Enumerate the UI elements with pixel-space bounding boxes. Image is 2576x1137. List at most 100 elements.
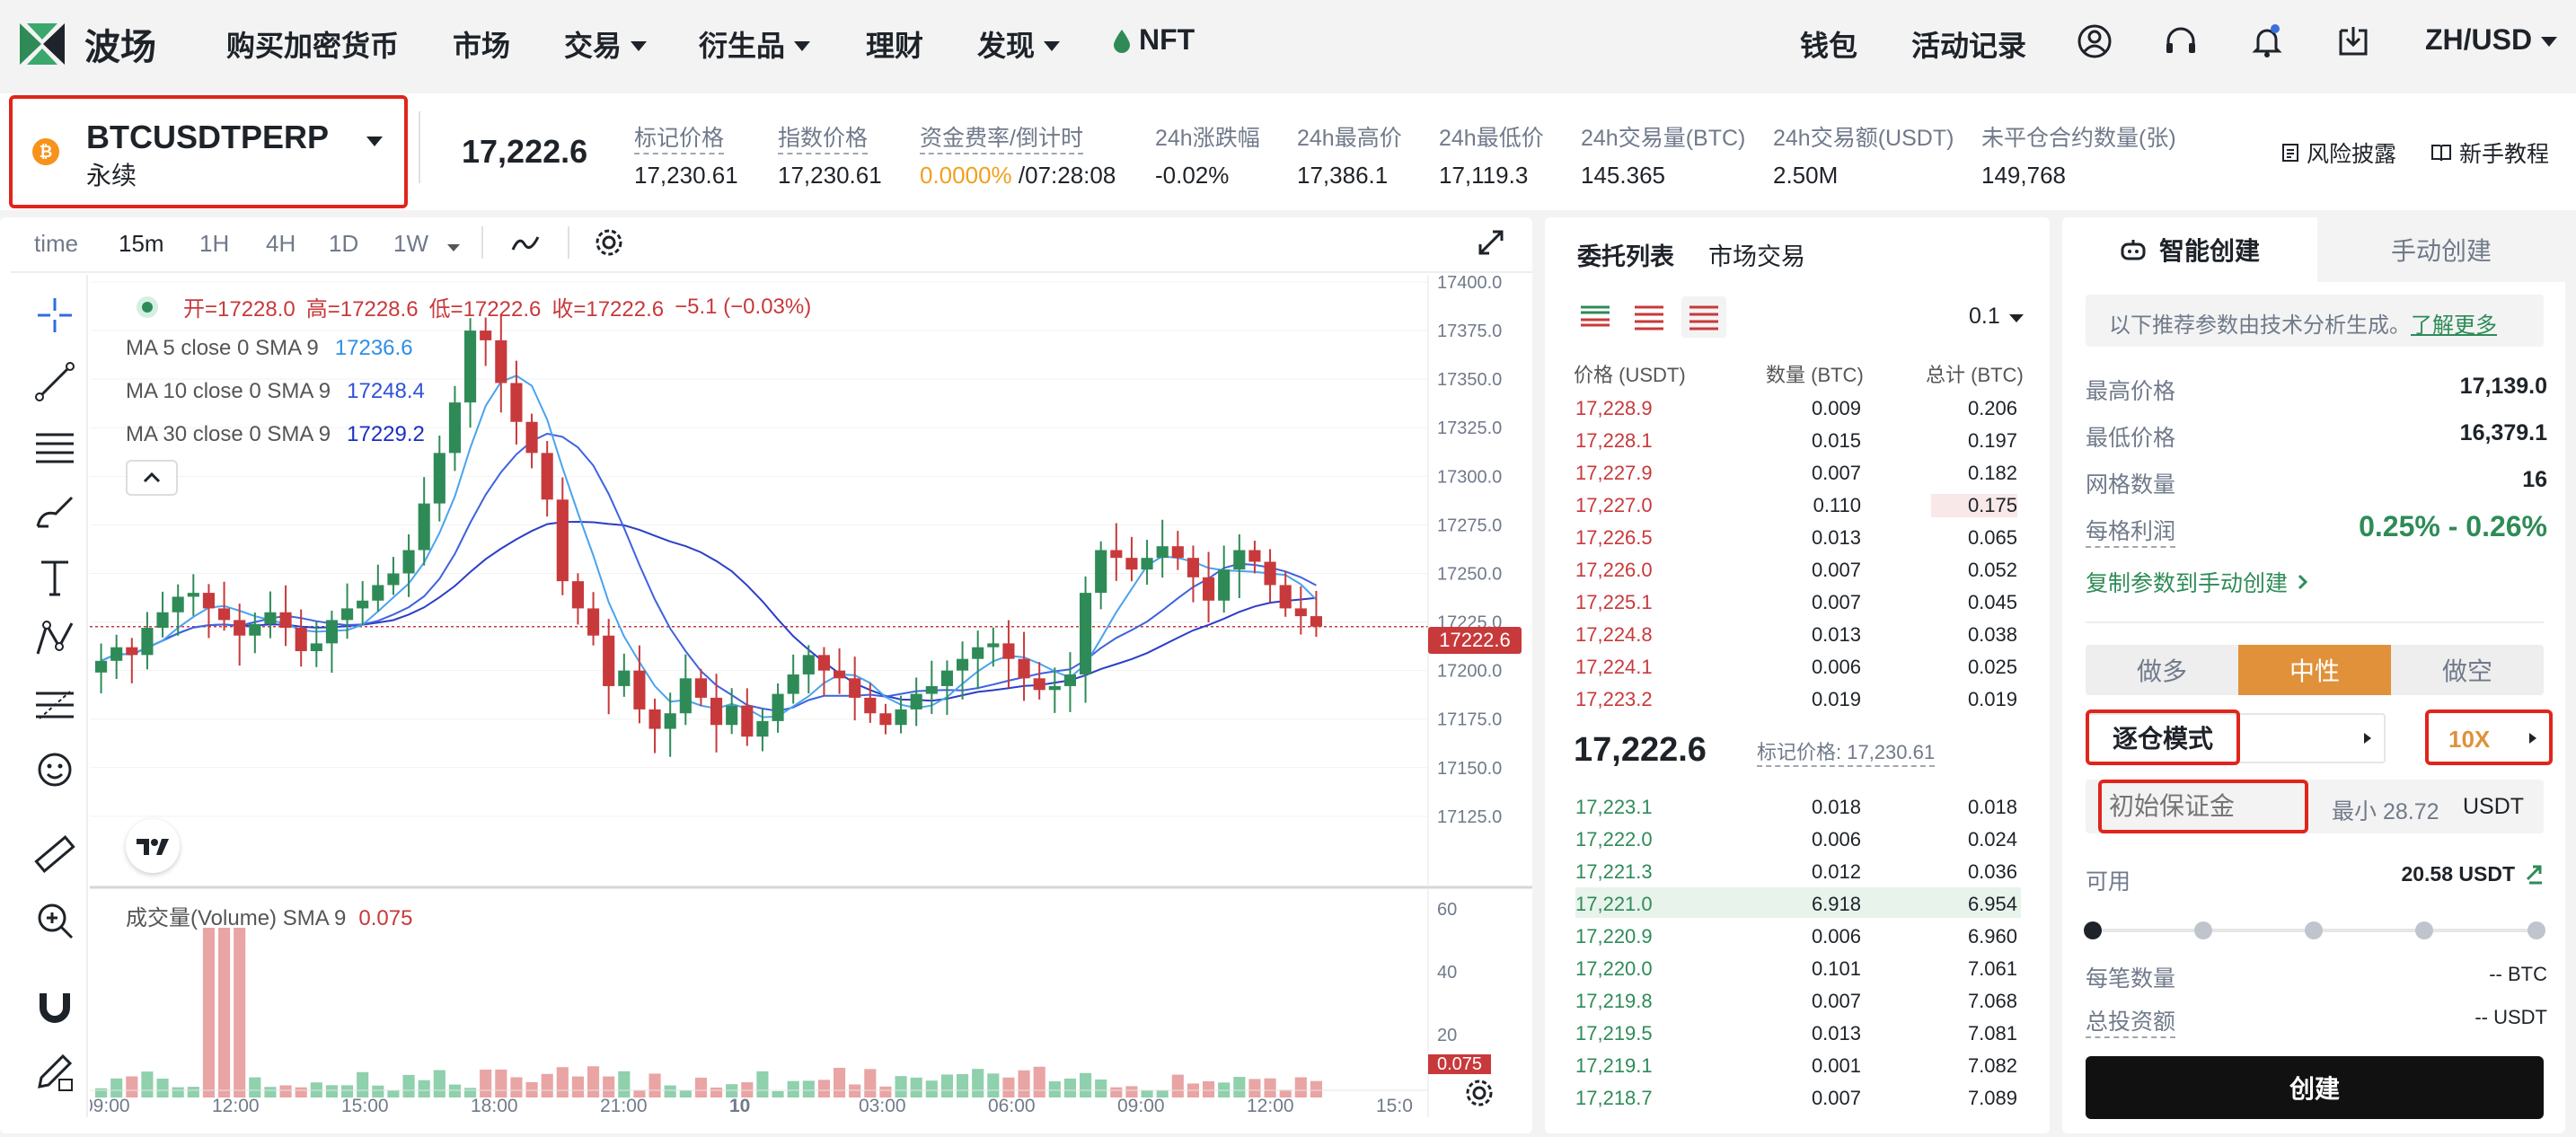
symbol-selector[interactable]: ₿ BTCUSDTPERP 永续 [9, 95, 408, 208]
crosshair-icon[interactable] [32, 293, 77, 338]
trend-line-icon[interactable] [32, 359, 77, 404]
orderbook-row[interactable]: 17,225.1 0.007 0.045 [1575, 586, 2021, 616]
row-total: 0.065 [1967, 526, 2017, 549]
slider-step-100[interactable] [2527, 921, 2545, 939]
tradingview-logo[interactable] [126, 819, 180, 873]
headset-icon[interactable] [2161, 22, 2201, 61]
volume-bar [603, 1076, 615, 1097]
nav-derivatives[interactable]: 衍生品 [699, 23, 811, 65]
orderbook-row[interactable]: 17,226.5 0.013 0.065 [1575, 521, 2021, 551]
book-both-icon[interactable] [1577, 302, 1613, 332]
candle-body [1048, 685, 1061, 691]
margin-mode-label[interactable]: 逐仓模式 [2086, 710, 2240, 765]
orderbook-row[interactable]: 17,223.1 0.018 0.018 [1575, 790, 2021, 821]
price-tick-label: 17125.0 [1437, 807, 1502, 827]
pattern-icon[interactable] [32, 616, 77, 661]
ma5-value: 17236.6 [334, 336, 413, 360]
direction-short-button[interactable]: 做空 [2391, 645, 2544, 695]
pencil-lock-icon[interactable] [32, 1049, 77, 1094]
volume-bar [1279, 1089, 1292, 1097]
tab-order-book[interactable]: 委托列表 [1577, 243, 1674, 270]
magnet-icon[interactable] [32, 984, 77, 1029]
fib-icon[interactable] [32, 683, 77, 727]
nav-nft[interactable]: NFT [1112, 23, 1195, 57]
interval-1d[interactable]: 1D [329, 230, 359, 257]
orderbook-row[interactable]: 17,227.9 0.007 0.182 [1575, 456, 2021, 487]
orderbook-row[interactable]: 17,220.0 0.101 7.061 [1575, 952, 2021, 983]
interval-4h[interactable]: 4H [266, 230, 296, 257]
nav-discover[interactable]: 发现 [977, 23, 1061, 65]
brand-logo[interactable]: 波场 [18, 18, 156, 70]
create-button[interactable]: 创建 [2086, 1056, 2544, 1119]
orderbook-row[interactable]: 17,228.1 0.015 0.197 [1575, 424, 2021, 454]
learn-more-link[interactable]: 了解更多 [2411, 313, 2497, 338]
tab-market-trades[interactable]: 市场交易 [1708, 243, 1805, 270]
volume-bar [464, 1088, 477, 1097]
book-bids-toggle[interactable] [1681, 296, 1726, 338]
row-total: 0.182 [1967, 462, 2017, 484]
direction-neutral-button[interactable]: 中性 [2238, 645, 2391, 695]
price-tick-label: 17300.0 [1437, 467, 1502, 487]
download-icon[interactable] [2333, 22, 2373, 61]
brush-icon[interactable] [32, 490, 77, 535]
volume-bar [264, 1087, 277, 1097]
horizontal-lines-icon[interactable] [32, 424, 77, 469]
orderbook-row[interactable]: 17,220.9 0.006 6.960 [1575, 920, 2021, 950]
volume-bar [1110, 1087, 1123, 1097]
nav-trade[interactable]: 交易 [564, 23, 648, 65]
collapse-legend-button[interactable] [126, 460, 178, 496]
nav-market[interactable]: 市场 [453, 23, 510, 65]
orderbook-row[interactable]: 17,219.8 0.007 7.068 [1575, 984, 2021, 1015]
stat-mark-price: 标记价格 17,230.61 [634, 120, 738, 190]
nav-buy-crypto[interactable]: 购买加密货币 [226, 23, 399, 65]
direction-long-button[interactable]: 做多 [2086, 645, 2238, 695]
smiley-icon[interactable] [32, 747, 77, 792]
locale-selector[interactable]: ZH/USD [2425, 23, 2558, 57]
orderbook-row[interactable]: 17,223.2 0.019 0.019 [1575, 683, 2021, 713]
user-icon[interactable] [2075, 22, 2114, 61]
nav-wallet[interactable]: 钱包 [1800, 30, 1858, 62]
precision-selector[interactable]: 0.1 [1969, 304, 2024, 330]
transfer-icon[interactable] [2524, 863, 2547, 886]
chart-settings-gear-icon[interactable] [1462, 1076, 1496, 1110]
nav-activity[interactable]: 活动记录 [1911, 30, 2027, 62]
text-tool-icon[interactable] [32, 555, 77, 600]
time-tick-label: 09:00 [1117, 1096, 1165, 1116]
orderbook-row[interactable]: 17,224.8 0.013 0.038 [1575, 618, 2021, 648]
orderbook-row[interactable]: 17,226.0 0.007 0.052 [1575, 553, 2021, 584]
fullscreen-icon[interactable] [1477, 228, 1505, 257]
initial-margin-input[interactable] [2098, 780, 2308, 833]
slider-step-75[interactable] [2415, 921, 2433, 939]
orderbook-row[interactable]: 17,219.5 0.013 7.081 [1575, 1017, 2021, 1047]
slider-step-25[interactable] [2194, 921, 2212, 939]
orderbook-row[interactable]: 17,224.1 0.006 0.025 [1575, 650, 2021, 681]
orderbook-row[interactable]: 17,227.0 0.110 0.175 [1575, 489, 2021, 519]
price-chart[interactable]: 17400.0 17375.0 17350.0 17325.0 17300.0 17275… [90, 275, 1532, 1117]
interval-time[interactable]: time [34, 230, 79, 257]
interval-15m[interactable]: 15m [119, 230, 164, 257]
slider-handle[interactable] [2084, 921, 2102, 939]
orderbook-row[interactable]: 17,228.9 0.009 0.206 [1575, 392, 2021, 422]
book-asks-icon[interactable] [1631, 302, 1667, 332]
tutorial-link[interactable]: 新手教程 [2430, 137, 2549, 169]
orderbook-row[interactable]: 17,218.7 0.007 7.089 [1575, 1081, 2021, 1112]
interval-1h[interactable]: 1H [199, 230, 230, 257]
risk-disclosure-link[interactable]: 风险披露 [2281, 137, 2396, 169]
copy-params-link[interactable]: 复制参数到手动创建 [2086, 566, 2311, 598]
leverage-selector[interactable]: 10X [2425, 710, 2553, 765]
tab-smart-create[interactable]: 智能创建 [2062, 217, 2317, 282]
indicator-icon[interactable] [510, 230, 541, 257]
tab-manual-create[interactable]: 手动创建 [2317, 217, 2565, 282]
orderbook-row[interactable]: 17,221.3 0.012 0.036 [1575, 855, 2021, 886]
svg-text:₿: ₿ [40, 143, 53, 161]
bell-icon[interactable] [2247, 22, 2287, 61]
slider-step-50[interactable] [2305, 921, 2323, 939]
orderbook-row[interactable]: 17,219.1 0.001 7.082 [1575, 1049, 2021, 1080]
gear-icon[interactable] [593, 226, 625, 259]
zoom-in-icon[interactable] [32, 898, 77, 943]
ruler-icon[interactable] [32, 832, 77, 877]
orderbook-row[interactable]: 17,222.0 0.006 0.024 [1575, 823, 2021, 853]
orderbook-row[interactable]: 17,221.0 6.918 6.954 [1575, 887, 2021, 918]
nav-finance[interactable]: 理财 [866, 23, 923, 65]
interval-1w[interactable]: 1W [393, 230, 428, 257]
